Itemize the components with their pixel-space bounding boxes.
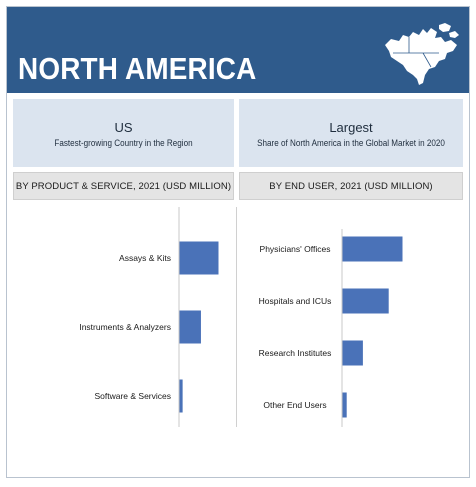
section-divider [236, 207, 237, 427]
region-title: NORTH AMERICA [18, 51, 257, 86]
bar-software-services [179, 379, 183, 413]
bar-hospitals-and-icus [342, 288, 389, 314]
end-user-bar-chart: Physicians' Offices Hospitals and ICUs Res… [259, 229, 403, 427]
category-label: Physicians' Offices [260, 244, 331, 254]
bar-assays-kits [179, 241, 219, 275]
category-label: Assays & Kits [119, 253, 171, 263]
category-label: Other End Users [263, 400, 326, 410]
category-label: Hospitals and ICUs [259, 296, 332, 306]
bar-physicians-offices [342, 236, 403, 262]
product-service-bar-chart: Assays & Kits Instruments & Analyzers Soft… [79, 207, 219, 427]
category-label: Software & Services [94, 391, 171, 401]
chart-title-product-service: BY PRODUCT & SERVICE, 2021 (USD MILLION) [13, 172, 234, 200]
infographic-frame: NORTH AMERICA US Fastest-growing Country… [6, 6, 470, 478]
highlight-largest-share: Largest Share of North America in the Gl… [239, 99, 463, 167]
bar-other-end-users [342, 392, 347, 418]
highlight-headline: Largest [329, 120, 373, 135]
bar-research-institutes [342, 340, 363, 366]
category-label: Research Institutes [259, 348, 332, 358]
chart-title-end-user: BY END USER, 2021 (USD MILLION) [239, 172, 463, 200]
highlight-fastest-growing: US Fastest-growing Country in the Region [13, 99, 234, 167]
highlight-subtext: Share of North America in the Global Mar… [257, 138, 445, 148]
category-label: Instruments & Analyzers [79, 322, 171, 332]
bar-instruments-analyzers [179, 310, 201, 344]
highlight-subtext: Fastest-growing Country in the Region [54, 138, 193, 148]
north-america-map-icon [385, 23, 459, 85]
region-header: NORTH AMERICA [7, 7, 469, 93]
highlight-headline: US [114, 120, 133, 135]
